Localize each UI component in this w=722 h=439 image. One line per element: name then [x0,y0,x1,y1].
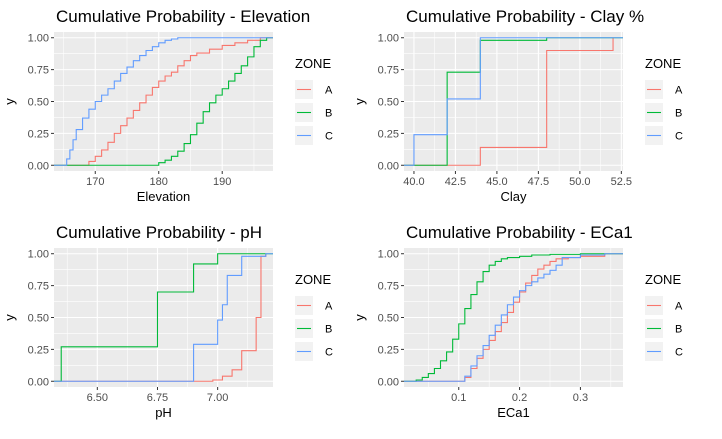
x-tick-label: 6.75 [147,392,168,404]
legend: ZONE ABC [645,272,683,361]
chart-title: Cumulative Probability - Elevation [56,7,310,26]
chart-title: Cumulative Probability - pH [56,223,262,242]
chart-title: Cumulative Probability - Clay % [406,7,644,26]
y-tick-label: 1.00 [378,249,399,261]
y-tick-label: 0.25 [378,128,399,140]
legend: ZONE ABC [295,56,333,145]
series-line-zone-b [54,37,273,166]
y-axis-label: y [352,98,367,105]
legend-title: ZONE [295,56,331,71]
legend-label: A [675,301,683,313]
legend: ZONE ABC [645,56,683,145]
y-tick-label: 0.75 [378,65,399,77]
y-tick-label: 0.50 [28,313,49,325]
x-tick-label: 190 [213,176,231,188]
legend-title: ZONE [295,272,331,287]
series-line-zone-c [54,37,273,166]
series-line-zone-c [404,253,623,382]
x-tick-label: 0.2 [512,392,527,404]
y-tick-label: 1.00 [28,33,49,45]
x-tick-label: 42.5 [445,176,466,188]
chart-title: Cumulative Probability - ECa1 [406,223,633,242]
x-tick-label: 6.50 [87,392,108,404]
legend-label: B [675,324,682,336]
x-tick-label: 40.0 [403,176,424,188]
y-tick-label: 0.25 [378,344,399,356]
x-tick-label: 52.5 [611,176,632,188]
y-tick-label: 0.25 [28,128,49,140]
y-axis-label: y [2,98,17,105]
y-tick-label: 0.25 [28,344,49,356]
x-tick-label: 47.5 [528,176,549,188]
y-tick-label: 0.00 [378,376,399,388]
x-axis-label: Clay [500,189,527,204]
y-tick-label: 0.50 [28,97,49,109]
series-line-zone-c [54,253,273,382]
x-tick-label: 7.00 [207,392,228,404]
x-tick-label: 45.0 [486,176,507,188]
legend-label: C [325,347,333,359]
legend-label: A [675,85,683,97]
legend-label: A [325,85,333,97]
legend-label: C [675,131,683,143]
y-tick-label: 0.75 [28,281,49,293]
series-line-zone-a [54,37,273,166]
x-tick-label: 0.1 [451,392,466,404]
y-tick-label: 0.75 [378,281,399,293]
y-tick-label: 0.50 [378,97,399,109]
x-tick-label: 0.3 [573,392,588,404]
legend-label: B [675,108,682,120]
legend-title: ZONE [645,56,681,71]
y-tick-label: 0.00 [28,160,49,172]
y-tick-label: 0.50 [378,313,399,325]
y-tick-label: 0.75 [28,65,49,77]
series-line-zone-a [404,37,614,166]
legend-label: B [325,108,332,120]
series-line-zone-a [54,253,267,382]
y-axis-label: y [2,314,17,321]
y-tick-label: 0.00 [28,376,49,388]
series-line-zone-c [404,37,623,166]
x-tick-label: 180 [150,176,168,188]
x-axis-label: Elevation [137,189,190,204]
legend: ZONE ABC [295,272,333,361]
legend-label: C [675,347,683,359]
x-tick-label: 50.0 [569,176,590,188]
legend-label: A [325,301,333,313]
y-tick-label: 0.00 [378,160,399,172]
legend-label: C [325,131,333,143]
x-tick-label: 170 [86,176,104,188]
y-tick-label: 1.00 [378,33,399,45]
legend-label: B [325,324,332,336]
chart-panel-3: Cumulative Probability - pH 0.00 0.25 0.50 0… [2,223,333,420]
y-axis-label: y [352,314,367,321]
series-line-zone-b [404,253,623,382]
chart-panel-4: Cumulative Probability - ECa1 0.00 0.25 0.5… [352,223,683,420]
y-tick-label: 1.00 [28,249,49,261]
legend-title: ZONE [645,272,681,287]
chart-panel-2: Cumulative Probability - Clay % 0.00 0.25 0… [352,7,683,204]
x-axis-label: pH [155,405,172,420]
series-line-zone-b [54,253,273,382]
chart-panel-1: Cumulative Probability - Elevation 0.00 0.… [2,7,333,204]
x-axis-label: ECa1 [497,405,530,420]
